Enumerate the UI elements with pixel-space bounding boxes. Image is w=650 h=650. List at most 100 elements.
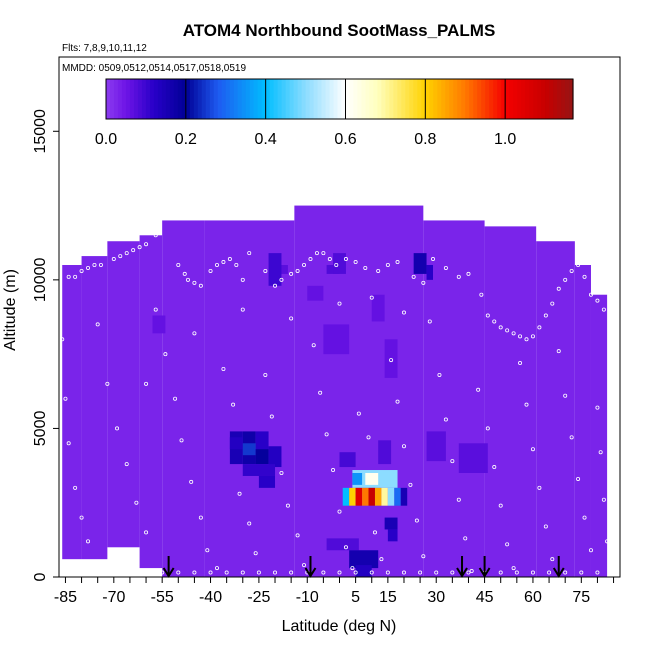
measurement-point [86,539,91,544]
measurement-point [463,536,468,541]
colorbar-swatch [389,79,394,119]
heatmap-cell [268,446,282,468]
colorbar-swatch [465,79,470,119]
colorbar-swatch [377,79,383,119]
measurement-point [137,245,142,250]
measurement-point [176,262,181,267]
measurement-point [289,316,294,321]
flight-arrow [478,556,491,578]
measurement-point [601,497,606,502]
colorbar-swatch [181,79,187,119]
measurement-point [514,570,519,575]
measurement-point [450,459,455,464]
flight-arrows [162,556,565,578]
measurement-point [124,462,129,467]
heatmap-cell [400,487,408,506]
colorbar-swatch [549,79,554,119]
colorbar-swatch [157,79,163,119]
measurement-point [221,260,226,265]
measurement-point [556,349,561,354]
measurement-point [401,570,406,575]
measurement-point [182,271,187,276]
colorbar-swatch [241,79,247,119]
measurement-point [176,570,181,575]
heatmap-cell [378,440,392,465]
measurement-point [369,570,374,575]
colorbar-swatch [509,79,514,119]
colorbar-swatch [213,79,219,119]
colorbar-tick-label: 0.8 [414,131,436,148]
measurement-point [505,328,510,333]
colorbar-swatch [381,79,387,119]
measurement-point [214,566,219,571]
colorbar-swatch [429,79,434,119]
colorbar-swatch [505,79,510,119]
measurement-point [366,435,371,440]
measurement-point [337,509,342,514]
colorbar-swatch [233,79,239,119]
measurement-point [63,396,68,401]
measurement-point [273,570,278,575]
colorbar-swatch [433,79,438,119]
heatmap-cell [362,487,369,506]
measurement-point [237,491,242,496]
colorbar-swatch [289,79,295,119]
colorbar-swatch [189,79,195,119]
heatmap-cell [426,265,433,280]
measurement-point [518,334,523,339]
colorbar-swatch [497,79,502,119]
colorbar-swatch [249,79,255,119]
measurement-point [518,361,523,366]
measurement-point [569,435,574,440]
measurement-point [385,570,390,575]
colorbar-swatch [269,79,275,119]
measurement-point [563,277,568,282]
colorbar-swatch [281,79,287,119]
measurement-point [327,257,332,262]
measurement-point [134,500,139,505]
measurement-point [588,292,593,297]
measurement-point [311,343,316,348]
measurement-point [295,533,300,538]
colorbar-swatch [309,79,315,119]
y-tick-label: 15000 [32,109,49,154]
colorbar-swatch [569,79,574,119]
measurement-point [498,503,503,508]
heatmap-cell [352,473,363,485]
colorbar-swatch [453,79,458,119]
colorbar-swatch [109,79,115,119]
heatmap-cell [323,324,350,355]
heatmap-cell [371,294,385,322]
coverage-block [574,265,591,577]
measurement-point [131,248,136,253]
measurement-point [279,470,284,475]
colorbar-swatch [401,79,406,119]
measurement-point [550,557,555,562]
heatmap-cell [333,253,346,274]
colorbar-swatch [397,79,402,119]
measurement-point [430,257,435,262]
coverage-block [62,265,82,560]
heatmap-cell [394,487,401,506]
measurement-point [247,521,252,526]
measurement-point [208,268,213,273]
measurement-point [331,468,336,473]
measurement-point [385,262,390,267]
measurement-point [98,262,103,267]
colorbar-swatch [541,79,546,119]
colorbar-swatch [421,79,426,119]
colorbar-swatch [361,79,367,119]
arrow-head [456,567,468,578]
measurement-point [511,566,516,571]
chart-title: ATOM4 Northbound SootMass_PALMS [183,21,496,40]
colorbar-swatch [317,79,323,119]
measurement-point [579,570,584,575]
measurement-point [414,518,419,523]
colorbar-swatch [489,79,494,119]
colorbar-swatch [537,79,542,119]
measurement-point [456,274,461,279]
colorbar-swatch [145,79,151,119]
colorbar-swatch [469,79,474,119]
measurement-point [550,301,555,306]
colorbar-swatch [405,79,410,119]
